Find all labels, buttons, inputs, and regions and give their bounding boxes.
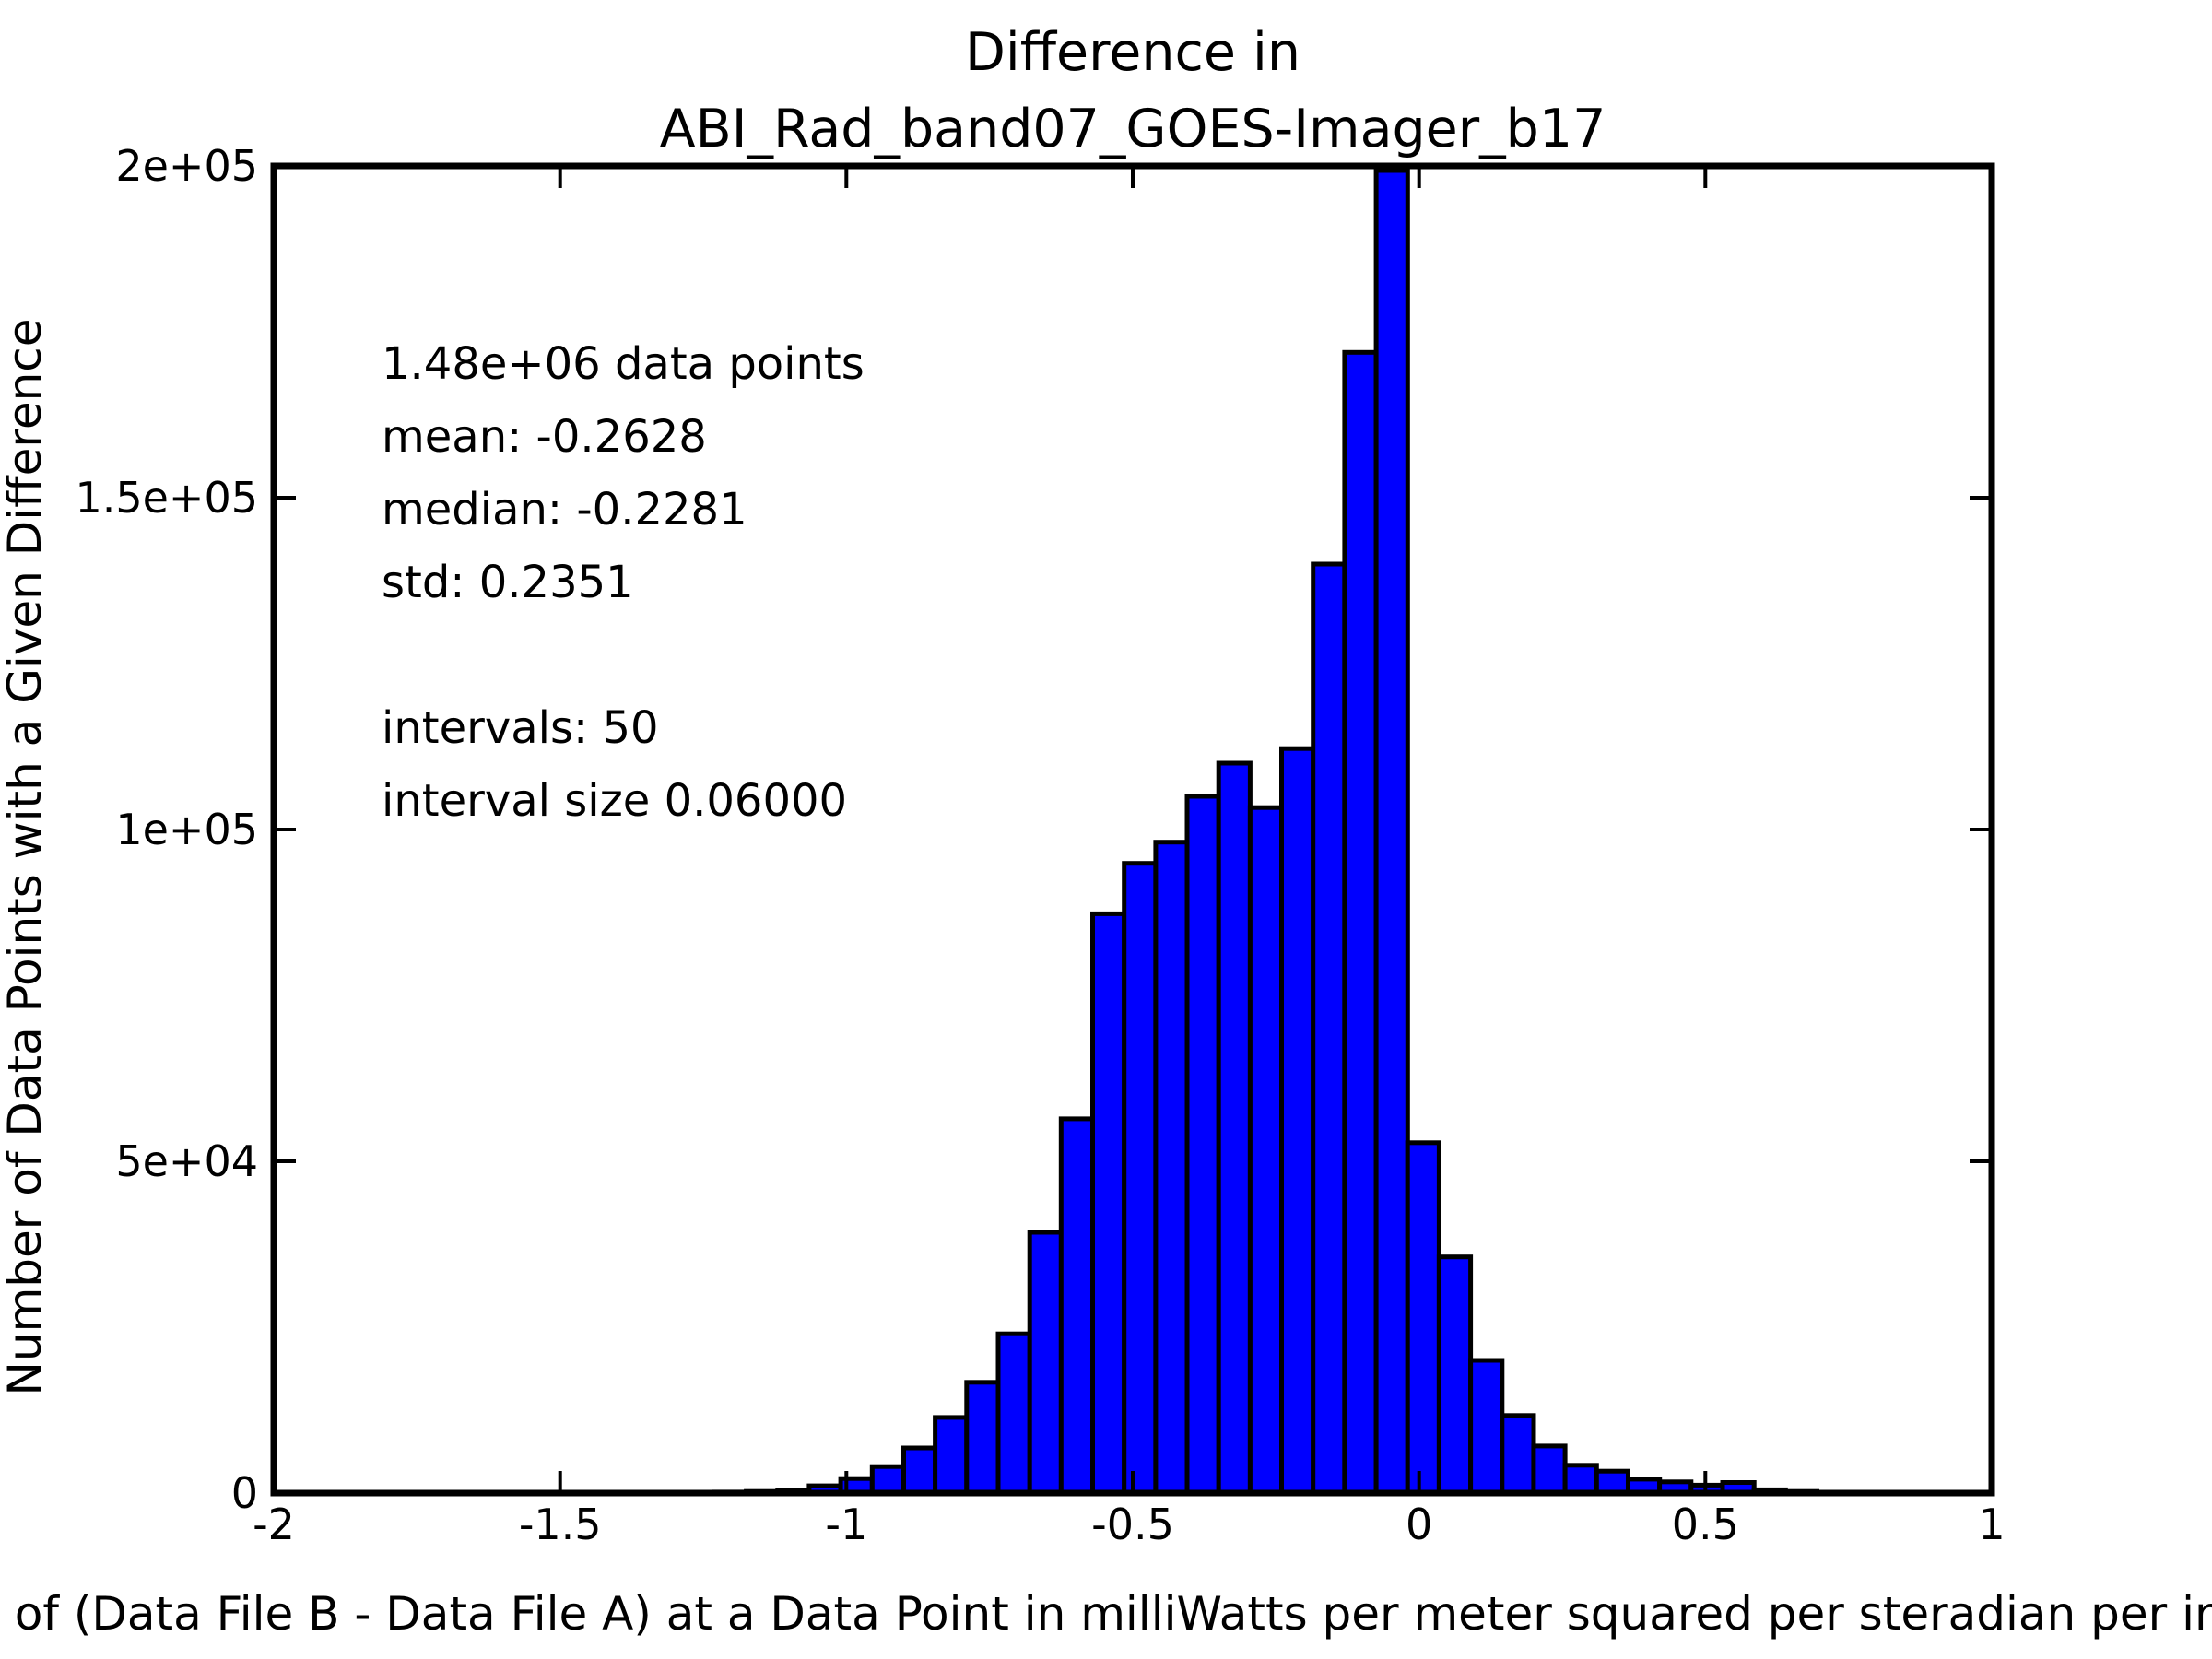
histogram-bar (1468, 1358, 1505, 1496)
stats-annotation: 1.48e+06 data points mean: -0.2628 media… (382, 338, 865, 827)
histogram-bar (1058, 1116, 1096, 1496)
y-tick-label: 2e+05 (115, 141, 258, 191)
histogram-bar (1216, 760, 1253, 1496)
histogram-bar (1184, 794, 1221, 1496)
y-tick-label: 1.5e+05 (75, 473, 258, 523)
histogram-bar (1436, 1254, 1474, 1496)
x-tick-label: 1 (1978, 1500, 2005, 1549)
histogram-bar (1594, 1468, 1631, 1496)
histogram-bar (1531, 1443, 1568, 1496)
histogram-bar (869, 1464, 906, 1496)
x-tick-label: -0.5 (1091, 1500, 1174, 1549)
histogram-bar (1311, 561, 1347, 1496)
x-tick-label: 0 (1406, 1500, 1432, 1549)
histogram-bar (1373, 168, 1410, 1496)
histogram-bar (1405, 1140, 1441, 1496)
histogram-bar (1562, 1463, 1599, 1496)
histogram-bar (1122, 861, 1159, 1496)
y-tick-label: 5e+04 (115, 1136, 258, 1186)
histogram-bar (1153, 840, 1190, 1496)
histogram-bar (1090, 911, 1127, 1496)
histogram-bar (1027, 1230, 1064, 1496)
y-axis-title: Number of Data Points with a Given Diffe… (0, 318, 52, 1395)
histogram-bar (995, 1331, 1032, 1496)
histogram-bar (1500, 1413, 1536, 1496)
y-tick-label: 0 (231, 1468, 258, 1518)
histogram-bar (901, 1445, 938, 1496)
x-tick-label: 0.5 (1672, 1500, 1739, 1549)
histogram-bar (1247, 805, 1285, 1496)
histogram-bar (1342, 349, 1379, 1496)
x-axis-title: of (Data File B - Data File A) at a Data… (15, 1587, 2212, 1641)
x-tick-label: -2 (253, 1500, 295, 1549)
chart-title: Difference in ABI_Rad_band07_GOES-Imager… (659, 22, 1606, 159)
x-tick-label: -1.5 (519, 1500, 602, 1549)
x-tick-label: -1 (825, 1500, 867, 1549)
histogram-bar (964, 1380, 1001, 1496)
y-tick-label: 1e+05 (115, 805, 258, 854)
histogram-bar (933, 1415, 970, 1496)
histogram-bar (1279, 746, 1316, 1496)
